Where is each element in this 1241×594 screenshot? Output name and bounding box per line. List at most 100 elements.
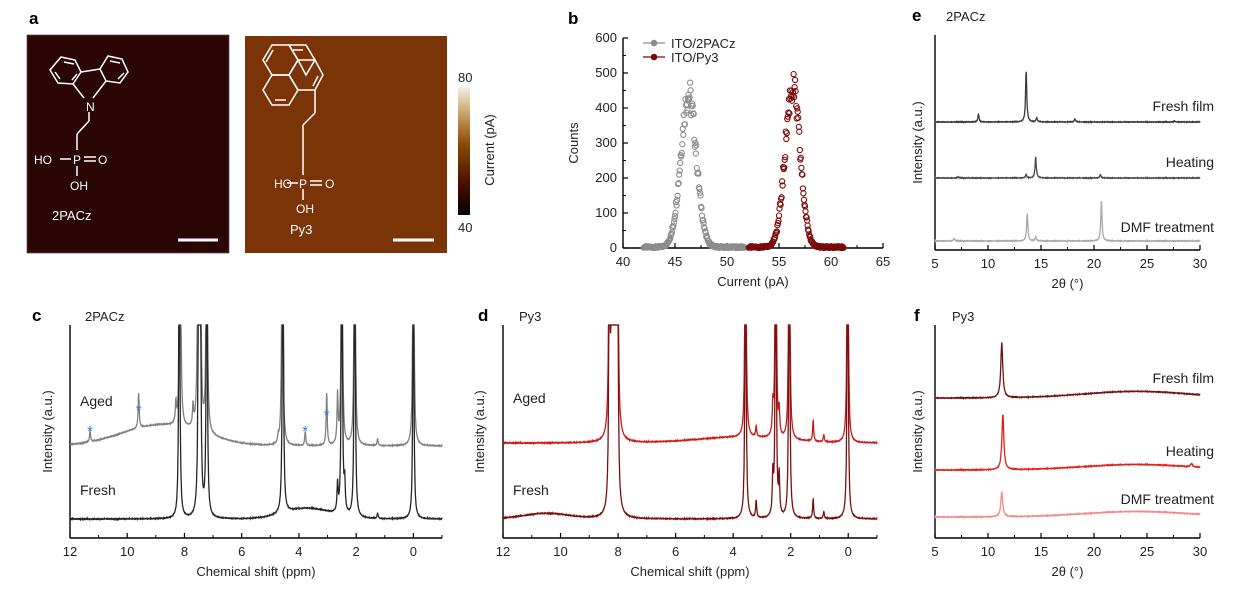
y-axis-label: Intensity (a.u.) [40,390,55,472]
x-tick-label: 15 [1034,544,1048,559]
panel-e: e 2PACz 5 10 15 20 25 30 2θ (°) Intensity (a.u.… [910,6,1214,291]
panel-c: c 2PACz 12 10 8 6 4 2 0 Chemical shift (ppm) Int… [32,306,443,579]
x-tick-label: 8 [614,544,621,559]
data-point [791,84,798,91]
pyrene-ring-4 [262,74,299,106]
panel-f-title: Py3 [952,309,974,324]
x-tick-label: 6 [238,544,245,559]
data-point [686,94,693,101]
data-point [674,192,681,199]
legend-marker [650,53,658,61]
data-point [784,115,791,123]
xrd-pattern-dmf-treatment [934,200,1201,244]
x-tick-label: 55 [772,254,786,269]
data-point [693,142,700,149]
afm-image-py3 [245,36,447,253]
colorbar-axis-label: Current (pA) [482,114,497,186]
xrd-pattern-dmf-treatment [934,491,1201,519]
data-point [689,102,696,110]
data-point [704,234,711,242]
data-point [672,209,679,216]
molecule-caption-2pacz: 2PACz [52,208,92,223]
panel-c-label: c [32,306,41,325]
data-point [671,215,678,223]
panel-e-label: e [912,6,921,25]
data-point [675,180,682,187]
x-tick-label: 40 [616,254,630,269]
atom-o: O [325,177,334,191]
x-tick-label: 10 [120,544,134,559]
x-axis-label: 2θ (°) [1052,564,1084,579]
x-tick-label: 20 [1087,544,1101,559]
data-point [686,79,694,86]
data-point [778,194,785,201]
data-point [795,114,802,121]
data-point [681,121,689,128]
x-tick-label: 0 [410,544,417,559]
colorbar-min-label: 40 [458,220,472,235]
x-tick-label: 20 [1087,256,1101,271]
data-point [673,202,680,209]
x-tick-label: 6 [672,544,679,559]
x-tick-label: 5 [931,544,938,559]
panel-c-title: 2PACz [85,309,125,324]
x-tick-label: 30 [1193,544,1207,559]
data-point [783,135,790,143]
data-point [678,153,685,160]
x-tick-label: 10 [981,256,995,271]
data-point [788,87,795,94]
series-label-fresh: Fresh [513,482,549,498]
data-point [782,153,789,161]
y-tick-label: 300 [595,135,617,150]
x-tick-label: 5 [931,256,938,271]
panel-f: f Py3 5 10 15 20 25 30 2θ (°) Intensity (a.u.) F… [910,306,1214,579]
data-point [676,167,683,174]
y-axis-label: Intensity (a.u.) [910,101,925,183]
atom-oh: OH [296,202,314,216]
data-point [679,141,686,148]
data-point [773,228,781,235]
y-tick-label: 100 [595,205,617,220]
y-tick-label: 0 [610,240,617,255]
data-point [699,216,707,224]
data-point [797,154,804,161]
x-tick-label: 12 [63,544,77,559]
x-tick-label: 0 [845,544,852,559]
data-point [786,110,793,117]
atom-ho: HO [34,153,52,167]
atom-ho: HO [274,177,292,191]
spectrum-line-fresh [502,324,878,522]
data-point [670,222,677,229]
series-label-fresh: Fresh [80,482,116,498]
y-tick-label: 500 [595,65,617,80]
x-tick-label: 4 [295,544,302,559]
x-tick-label: 15 [1034,256,1048,271]
legend-marker [650,39,658,47]
atom-o: O [98,153,107,167]
x-axis-label: Chemical shift (ppm) [630,564,749,579]
data-point [800,196,808,204]
data-point [701,225,708,232]
atom-p: P [73,153,81,167]
data-point [785,109,792,116]
panel-a-label: a [29,9,39,28]
x-tick-label: 60 [824,254,838,269]
y-tick-label: 600 [595,30,617,45]
x-tick-label: 45 [668,254,682,269]
series-label-heating: Heating [1166,154,1214,170]
legend-label: ITO/2PACz [671,36,736,51]
data-point [799,171,806,178]
xrd-pattern-fresh-film [934,342,1201,400]
panel-e-title: 2PACz [946,9,986,24]
panel-b: b 40 45 50 55 60 65 0 100 200 300 400 500 600 Current… [566,9,890,289]
spectrum-line-fresh [69,324,443,522]
xrd-pattern-fresh-film [934,71,1201,125]
data-point [781,156,788,163]
data-point [775,212,783,219]
data-point [791,76,799,84]
series-label-fresh-film: Fresh film [1153,98,1214,114]
x-tick-label: 65 [876,254,890,269]
panel-d-label: d [478,306,488,325]
data-point [676,171,683,178]
